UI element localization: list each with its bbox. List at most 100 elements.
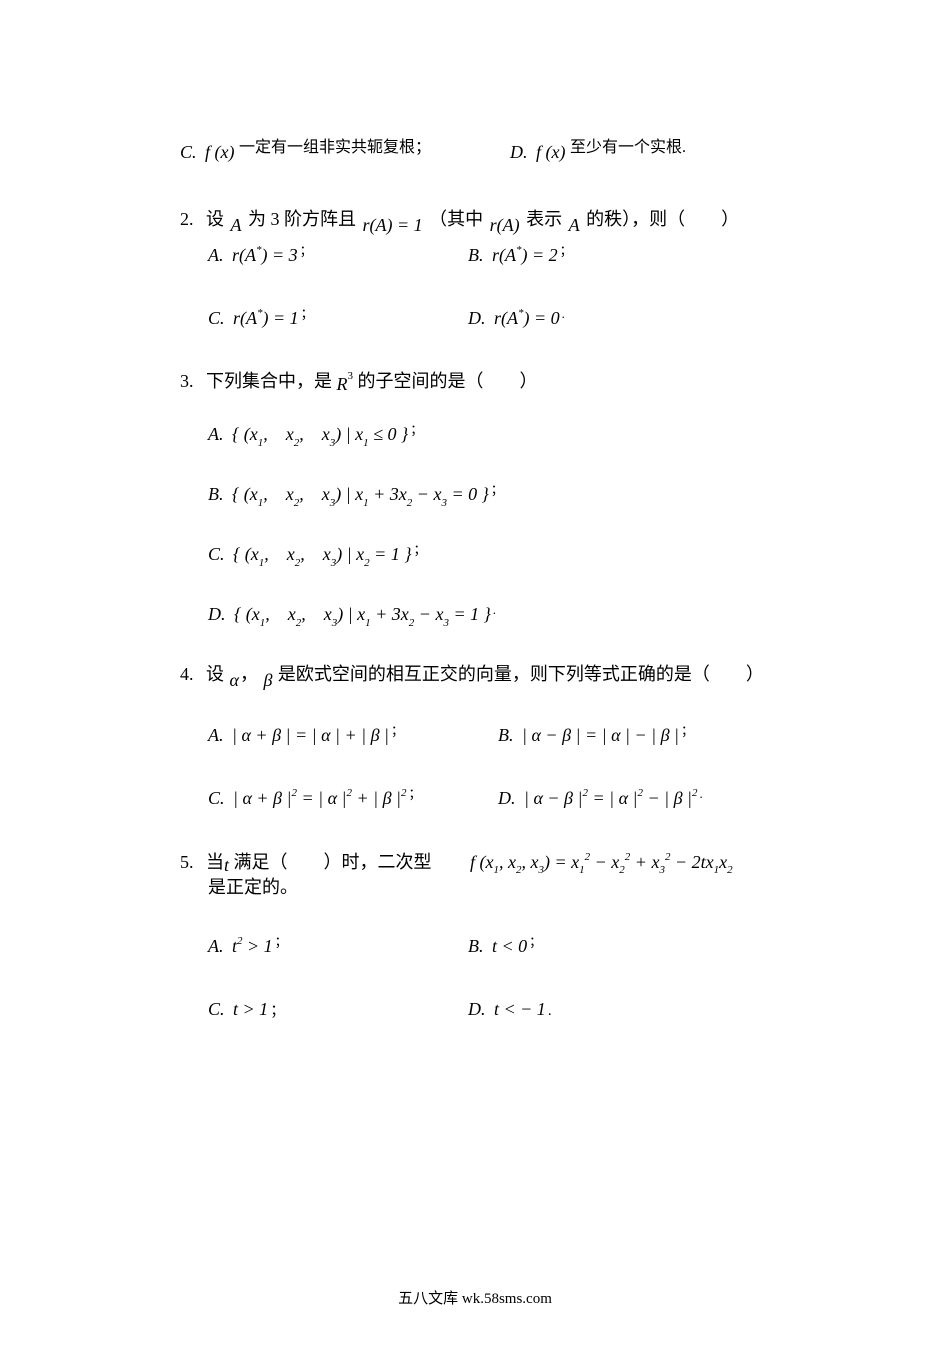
math-expr: r(A*) = 2 xyxy=(492,245,558,265)
question-5: 5. 当t 满足（ ）时，二次型 是正定的。 f (x1, x2, x3) = … xyxy=(180,850,770,900)
option-text: 一定有一组非实共轭复根； xyxy=(239,139,431,156)
math-sup: 3 xyxy=(348,370,354,382)
option-label: C. xyxy=(208,544,225,564)
option-text: 至少有一个实根. xyxy=(570,139,686,156)
math-expr: { (x1, x2, x3) | x1 ≤ 0 } xyxy=(232,424,408,444)
q5-option-b: B. t < 0； xyxy=(468,934,770,959)
comma: ， xyxy=(240,664,258,684)
question-number: 4. xyxy=(180,662,194,687)
q3-option-a: A. { (x1, x2, x3) | x1 ≤ 0 }； xyxy=(208,422,770,450)
q2-options-cd: C. r(A*) = 1； D. r(A*) = 0. xyxy=(208,306,770,331)
option-label: A. xyxy=(208,725,224,745)
option-label: B. xyxy=(498,725,514,745)
q2-options-ab: A. r(A*) = 3； B. r(A*) = 2； xyxy=(208,243,770,268)
period: . xyxy=(548,1003,552,1019)
semicolon: ； xyxy=(409,786,422,801)
option-label: C. xyxy=(208,788,225,808)
option-label: D. xyxy=(510,142,528,162)
math-expr: t < − 1 xyxy=(494,999,546,1019)
math-expr: f (x) xyxy=(536,142,565,162)
math-expr: r(A*) = 1 xyxy=(233,308,299,328)
semicolon: ； xyxy=(300,243,313,258)
question-number: 5. xyxy=(180,850,194,875)
option-label: A. xyxy=(208,424,224,444)
math-expr: | α − β |2 = | α |2 − | β |2 xyxy=(524,788,697,808)
q5-options: A. t2 > 1； B. t < 0； C. t > 1； D. t < − … xyxy=(180,934,770,1022)
option-label: B. xyxy=(208,484,224,504)
math-expr: f (x) xyxy=(205,142,234,162)
math-expr: r(A*) = 0 xyxy=(494,308,560,328)
math-var: t xyxy=(224,855,229,875)
question-3: 3. 下列集合中，是 R3 的子空间的是（ ） xyxy=(180,369,770,394)
q4-option-a: A. | α + β | = | α | + | β |； xyxy=(208,723,498,748)
math-var: A xyxy=(231,215,242,235)
q5-text: 满足（ ）时，二次型 xyxy=(234,852,432,872)
q3-option-d: D. { (x1, x2, x3) | x1 + 3x2 − x3 = 1 }. xyxy=(208,602,770,630)
q4-option-b: B. | α − β | = | α | − | β |； xyxy=(498,723,770,748)
math-expr: t < 0 xyxy=(492,936,527,956)
option-label: C. xyxy=(180,142,197,162)
q3-options: A. { (x1, x2, x3) | x1 ≤ 0 }； B. { (x1, … xyxy=(180,422,770,630)
q2-options: A. r(A*) = 3； B. r(A*) = 2； C. r(A*) = 1… xyxy=(180,243,770,331)
q1-options-cd: C. f (x) 一定有一组非实共轭复根； D. f (x) 至少有一个实根. xyxy=(180,140,770,165)
math-expr: f (x1, x2, x3) = x12 − x22 + x32 − 2tx1x… xyxy=(470,852,733,872)
semicolon: ； xyxy=(491,482,504,497)
q3-text: 的子空间的是（ ） xyxy=(358,371,538,391)
q5-option-a: A. t2 > 1； xyxy=(208,934,468,959)
option-label: A. xyxy=(208,245,224,265)
semicolon: ； xyxy=(560,243,573,258)
q5-text: 当 xyxy=(206,852,224,872)
question-2: 2. 设 A 为 3 阶方阵且 r(A) = 1 （其中 r(A) 表示 A 的… xyxy=(180,207,770,232)
q2-option-c: C. r(A*) = 1； xyxy=(208,306,468,331)
semicolon: ； xyxy=(529,934,542,949)
option-label: A. xyxy=(208,936,224,956)
question-4: 4. 设 α， β 是欧式空间的相互正交的向量，则下列等式正确的是（ ） xyxy=(180,662,770,687)
q3-option-b: B. { (x1, x2, x3) | x1 + 3x2 − x3 = 0 }； xyxy=(208,482,770,510)
math-var: β xyxy=(263,670,272,690)
q2-text: 表示 xyxy=(526,209,562,229)
q3-text: 下列集合中，是 xyxy=(206,371,332,391)
math-expr: t > 1 xyxy=(233,999,268,1019)
math-expr: { (x1, x2, x3) | x1 + 3x2 − x3 = 0 } xyxy=(232,484,489,504)
q4-text: 设 xyxy=(206,664,224,684)
q4-options-cd: C. | α + β |2 = | α |2 + | β |2； D. | α … xyxy=(208,786,770,811)
math-expr: { (x1, x2, x3) | x1 + 3x2 − x3 = 1 } xyxy=(234,604,491,624)
period: . xyxy=(493,602,496,617)
math-var: A xyxy=(569,215,580,235)
page-footer: 五八文库 wk.58sms.com xyxy=(0,1287,950,1308)
q1-option-d: D. f (x) 至少有一个实根. xyxy=(510,140,770,165)
q2-text: 的秩），则（ ） xyxy=(586,209,739,229)
q4-text: 是欧式空间的相互正交的向量，则下列等式正确的是（ ） xyxy=(278,664,764,684)
math-expr: | α + β |2 = | α |2 + | β |2 xyxy=(233,788,406,808)
period: . xyxy=(699,786,702,801)
semicolon: ； xyxy=(391,723,404,738)
option-label: D. xyxy=(208,604,226,624)
q2-option-a: A. r(A*) = 3； xyxy=(208,243,468,268)
q3-option-c: C. { (x1, x2, x3) | x2 = 1 }； xyxy=(208,542,770,570)
semicolon: ； xyxy=(414,542,427,557)
q1-option-c: C. f (x) 一定有一组非实共轭复根； xyxy=(180,140,510,165)
option-label: D. xyxy=(498,788,516,808)
q4-options: A. | α + β | = | α | + | β |； B. | α − β… xyxy=(180,723,770,811)
option-label: D. xyxy=(468,308,486,328)
q2-text: 为 3 阶方阵且 xyxy=(248,209,356,229)
page-content: C. f (x) 一定有一组非实共轭复根； D. f (x) 至少有一个实根. … xyxy=(180,140,770,1022)
q2-option-d: D. r(A*) = 0. xyxy=(468,306,770,331)
math-expr: r(A*) = 3 xyxy=(232,245,298,265)
q5-stem-left: 5. 当t 满足（ ）时，二次型 是正定的。 xyxy=(180,850,470,900)
question-number: 2. xyxy=(180,207,194,232)
math-var: α xyxy=(230,670,239,690)
math-expr: t2 > 1 xyxy=(232,936,273,956)
semicolon: ； xyxy=(270,1003,285,1019)
semicolon: ； xyxy=(275,934,288,949)
semicolon: ； xyxy=(301,306,314,321)
q5-option-d: D. t < − 1. xyxy=(468,997,770,1022)
q2-text: 设 xyxy=(206,209,224,229)
period: . xyxy=(562,306,565,321)
math-expr: | α − β | = | α | − | β | xyxy=(522,725,679,745)
q4-option-d: D. | α − β |2 = | α |2 − | β |2. xyxy=(498,786,770,811)
option-label: C. xyxy=(208,308,225,328)
semicolon: ； xyxy=(681,723,694,738)
q2-text: （其中 xyxy=(429,209,483,229)
math-expr: { (x1, x2, x3) | x2 = 1 } xyxy=(233,544,412,564)
